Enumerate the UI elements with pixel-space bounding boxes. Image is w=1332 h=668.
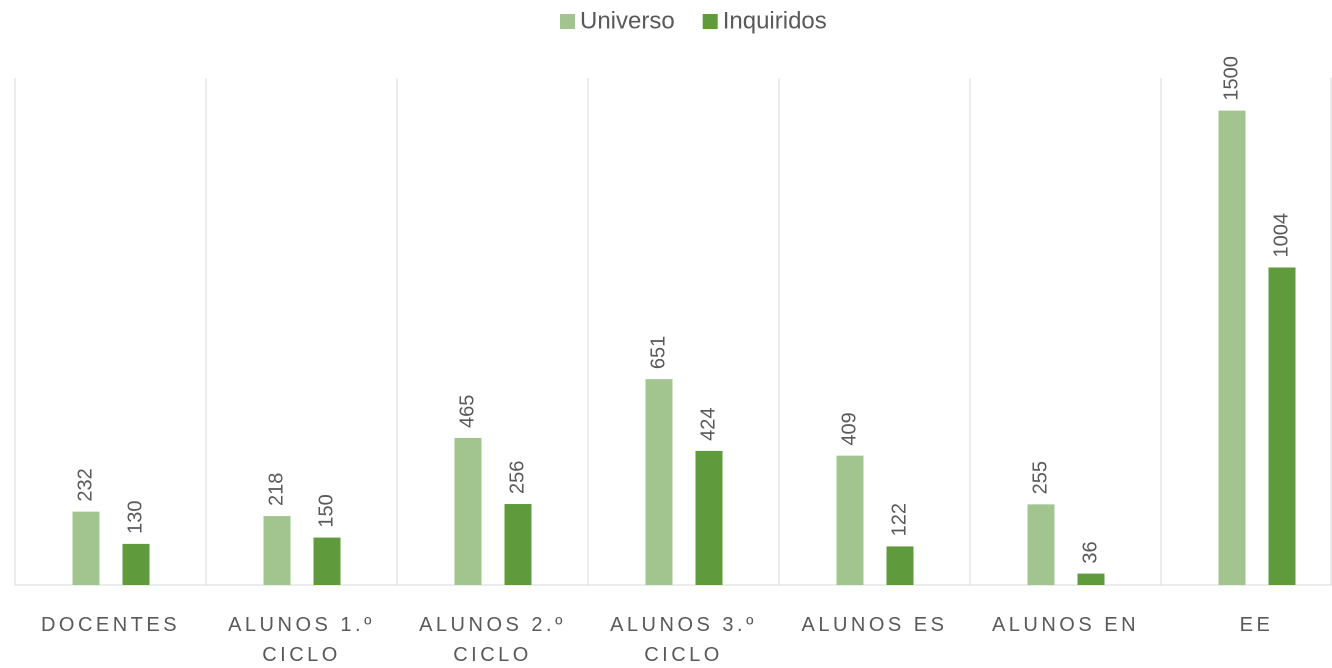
data-label: 150 (315, 494, 337, 527)
bar (313, 537, 341, 585)
data-label: 1004 (1270, 213, 1292, 258)
bar (504, 504, 532, 585)
bar (836, 455, 864, 585)
data-label: 409 (838, 412, 860, 445)
bar (1268, 267, 1296, 585)
legend-label: Inquiridos (723, 7, 827, 34)
data-label: 130 (124, 501, 146, 534)
data-label: 218 (265, 473, 287, 506)
data-label: 465 (456, 395, 478, 428)
data-label: 651 (647, 336, 669, 369)
x-tick-label: ALUNOS ES (801, 614, 948, 636)
x-tick-label: ALUNOS 2.º CICLO (419, 614, 566, 666)
legend-label: Universo (580, 7, 675, 34)
x-tick-label: DOCENTES (40, 614, 181, 636)
bar (695, 450, 723, 585)
x-tick-label: ALUNOS EN (991, 614, 1140, 636)
bar (122, 543, 150, 585)
bar (263, 516, 291, 585)
data-label: 36 (1079, 541, 1101, 563)
bar (454, 437, 482, 585)
data-label: 232 (74, 468, 96, 501)
bar (1218, 110, 1246, 585)
bar (1027, 504, 1055, 585)
data-label: 122 (888, 503, 910, 536)
x-tick-label: EE (1239, 614, 1274, 636)
bar (886, 546, 914, 585)
x-tick-label: ALUNOS 3.º CICLO (610, 614, 757, 666)
data-label: 256 (506, 461, 528, 494)
bar (1077, 573, 1105, 585)
bar (645, 379, 673, 585)
legend-swatch (702, 14, 718, 29)
data-label: 424 (697, 408, 719, 441)
data-label: 255 (1029, 461, 1051, 494)
legend-swatch (560, 14, 575, 29)
x-tick-label: ALUNOS 1.º CICLO (228, 614, 375, 666)
bar (72, 511, 100, 585)
data-label: 1500 (1220, 56, 1242, 101)
